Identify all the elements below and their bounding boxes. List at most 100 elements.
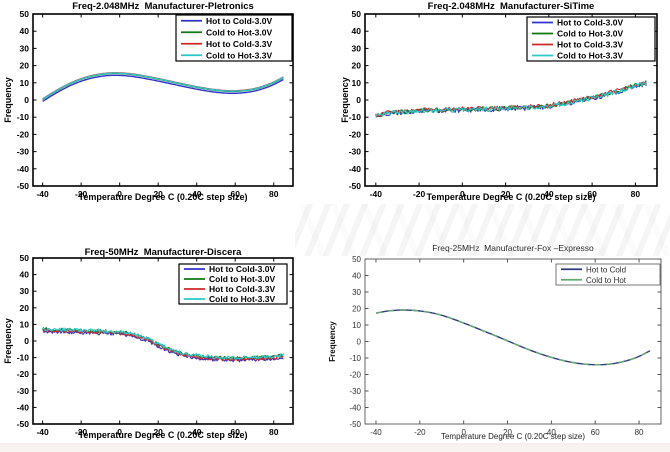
svg-text:-50: -50 <box>349 420 361 429</box>
svg-text:80: 80 <box>635 428 644 437</box>
svg-text:Hot to Cold-3.0V: Hot to Cold-3.0V <box>209 264 275 274</box>
svg-text:20: 20 <box>20 303 30 313</box>
svg-text:-40: -40 <box>17 164 30 174</box>
svg-text:30: 30 <box>352 288 361 297</box>
plot-area-sitime: -40 -20 0 20 40 60 80 -50 -40 -30 -20 -10 0 10 20 30 40 5… <box>349 9 658 199</box>
chart-title: Freq-2.048MHz Manufacturer-Pletronics <box>72 1 254 12</box>
svg-text:-20: -20 <box>414 428 426 437</box>
svg-text:-20: -20 <box>17 369 30 379</box>
chart-sitime: Freq-2.048MHz Manufacturer-SiTime Freque… <box>335 0 670 226</box>
svg-text:40: 40 <box>192 189 202 199</box>
svg-text:-20: -20 <box>75 189 88 199</box>
svg-text:Cold to Hot-3.0V: Cold to Hot-3.0V <box>209 274 275 284</box>
plot-area-discera: -40 -20 0 20 40 60 80 -50 -40 -30 -20 -10 0 10 20 30 40 5… <box>17 253 294 437</box>
svg-text:-10: -10 <box>17 353 30 363</box>
svg-text:0: 0 <box>460 189 465 199</box>
svg-text:80: 80 <box>269 189 279 199</box>
x-axis-label: Temperature Degree C (0.20C step size) <box>78 192 248 202</box>
svg-text:-30: -30 <box>17 386 30 396</box>
svg-text:-20: -20 <box>17 129 30 139</box>
svg-text:30: 30 <box>20 286 30 296</box>
svg-text:Hot to Cold-3.0V: Hot to Cold-3.0V <box>206 16 272 26</box>
svg-text:-40: -40 <box>17 402 30 412</box>
chart-title: Freq-25MHz Manufacturer-Fox –Expresso <box>432 243 594 253</box>
svg-text:0: 0 <box>461 428 466 437</box>
svg-text:10: 10 <box>20 319 30 329</box>
svg-text:-30: -30 <box>17 147 30 157</box>
svg-text:40: 40 <box>544 189 554 199</box>
svg-text:0: 0 <box>356 95 361 105</box>
svg-text:-40: -40 <box>370 428 382 437</box>
svg-text:40: 40 <box>547 428 556 437</box>
svg-text:10: 10 <box>20 78 30 88</box>
svg-text:-10: -10 <box>349 112 362 122</box>
svg-text:Hot to Cold-3.3V: Hot to Cold-3.3V <box>206 39 272 49</box>
svg-text:Cold to Hot-3.0V: Cold to Hot-3.0V <box>206 27 272 37</box>
svg-text:60: 60 <box>230 427 240 437</box>
svg-text:40: 40 <box>352 272 361 281</box>
svg-text:-50: -50 <box>349 181 362 191</box>
svg-text:40: 40 <box>20 26 30 36</box>
svg-text:10: 10 <box>352 78 362 88</box>
svg-text:-20: -20 <box>349 371 361 380</box>
svg-text:Cold to Hot-3.3V: Cold to Hot-3.3V <box>557 51 623 61</box>
svg-text:-40: -40 <box>36 427 49 437</box>
svg-text:-50: -50 <box>17 181 30 191</box>
chart-title: Freq-50MHz Manufacturer-Discera <box>84 247 242 258</box>
svg-text:0: 0 <box>117 189 122 199</box>
svg-text:20: 20 <box>503 428 512 437</box>
svg-text:20: 20 <box>501 189 511 199</box>
svg-text:50: 50 <box>352 9 362 19</box>
svg-text:30: 30 <box>352 43 362 53</box>
svg-text:-30: -30 <box>349 387 361 396</box>
svg-text:Hot to Cold: Hot to Cold <box>586 265 626 274</box>
plot-area-pletronics: -40 -20 0 20 40 60 80 -50 -40 -30 -20 -10 0 10 20 30 40 5… <box>17 9 294 199</box>
svg-text:60: 60 <box>230 189 240 199</box>
svg-text:60: 60 <box>591 428 600 437</box>
svg-text:Hot to Cold-3.3V: Hot to Cold-3.3V <box>557 40 623 50</box>
x-axis-label: Temperature Degree C (0.20C step size) <box>426 192 596 202</box>
svg-text:0: 0 <box>357 338 362 347</box>
x-axis-label: Temperature Degree C (0.20C step size) <box>440 432 586 441</box>
svg-text:-40: -40 <box>349 404 361 413</box>
svg-text:-20: -20 <box>75 427 88 437</box>
svg-text:50: 50 <box>20 253 30 263</box>
svg-text:-20: -20 <box>413 189 426 199</box>
svg-text:-40: -40 <box>36 189 49 199</box>
svg-text:Cold to Hot-3.3V: Cold to Hot-3.3V <box>209 294 275 304</box>
svg-text:-20: -20 <box>349 129 362 139</box>
svg-text:60: 60 <box>587 189 597 199</box>
svg-text:-50: -50 <box>17 419 30 429</box>
chart-fox-expresso: Freq-25MHz Manufacturer-Fox –Expresso Fr… <box>328 226 670 452</box>
svg-text:-10: -10 <box>17 112 30 122</box>
svg-text:-40: -40 <box>349 164 362 174</box>
svg-text:Cold to Hot: Cold to Hot <box>586 276 627 285</box>
svg-text:40: 40 <box>20 270 30 280</box>
svg-text:0: 0 <box>24 336 29 346</box>
svg-text:20: 20 <box>153 427 163 437</box>
x-axis-label: Temperature Degree C (0.20C step size) <box>78 430 248 440</box>
svg-text:Hot to Cold-3.3V: Hot to Cold-3.3V <box>209 284 275 294</box>
svg-text:20: 20 <box>352 61 362 71</box>
svg-text:20: 20 <box>20 61 30 71</box>
chart-discera: Freq-50MHz Manufacturer-Discera Frequenc… <box>0 226 335 452</box>
svg-text:50: 50 <box>352 255 361 264</box>
svg-text:80: 80 <box>631 189 641 199</box>
svg-text:Cold to Hot-3.0V: Cold to Hot-3.0V <box>557 29 623 39</box>
svg-text:0: 0 <box>24 95 29 105</box>
svg-text:80: 80 <box>269 427 279 437</box>
svg-text:0: 0 <box>117 427 122 437</box>
svg-text:-30: -30 <box>349 147 362 157</box>
svg-text:Hot to Cold-3.0V: Hot to Cold-3.0V <box>557 18 623 28</box>
svg-text:10: 10 <box>352 321 361 330</box>
svg-text:Cold to Hot-3.3V: Cold to Hot-3.3V <box>206 50 272 60</box>
plot-area-fox: -40 -20 0 20 40 60 80 -50 -40 -30 -20 -10 0 10 20 30 40 5… <box>349 255 662 437</box>
svg-text:-10: -10 <box>349 354 361 363</box>
svg-text:-40: -40 <box>370 189 383 199</box>
svg-text:20: 20 <box>352 305 361 314</box>
svg-text:30: 30 <box>20 43 30 53</box>
svg-text:40: 40 <box>192 427 202 437</box>
svg-text:20: 20 <box>153 189 163 199</box>
svg-text:40: 40 <box>352 26 362 36</box>
